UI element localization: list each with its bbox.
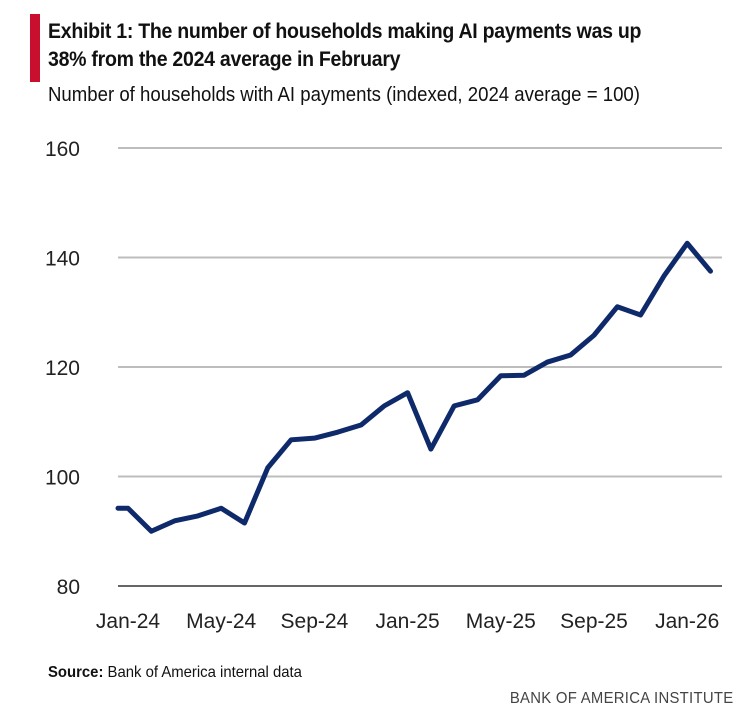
brand-label: BANK OF AMERICA INSTITUTE xyxy=(509,690,733,707)
y-tick-label: 120 xyxy=(45,357,80,380)
y-tick-label: 80 xyxy=(57,576,80,599)
source-note: Source: Bank of America internal data xyxy=(48,664,302,682)
chart-title: Exhibit 1: The number of households maki… xyxy=(48,18,690,74)
x-tick-label: Jan-26 xyxy=(655,610,719,633)
y-tick-label: 160 xyxy=(45,138,80,161)
x-tick-label: May-24 xyxy=(186,610,256,633)
y-tick-label: 100 xyxy=(45,467,80,490)
source-label: Source: xyxy=(48,664,104,681)
x-tick-label: Sep-24 xyxy=(281,610,349,633)
x-tick-label: Jan-24 xyxy=(96,610,161,633)
y-tick-label: 140 xyxy=(45,248,80,271)
series-line xyxy=(115,240,713,534)
title-accent-bar xyxy=(30,14,40,82)
line-chart: 80 100 120 140 160 Jan-24 May-24 Sep-24 Jan-25 M… xyxy=(45,138,722,633)
x-tick-label: Jan-25 xyxy=(375,610,439,633)
x-tick-label: May-25 xyxy=(466,610,536,633)
chart-title-line-1: Exhibit 1: The number of households maki… xyxy=(48,20,642,43)
chart-title-line-2: 38% from the 2024 average in February xyxy=(48,48,401,71)
source-text: Bank of America internal data xyxy=(103,664,302,681)
chart-subtitle: Number of households with AI payments (i… xyxy=(48,84,640,106)
x-tick-label: Sep-25 xyxy=(560,610,628,633)
